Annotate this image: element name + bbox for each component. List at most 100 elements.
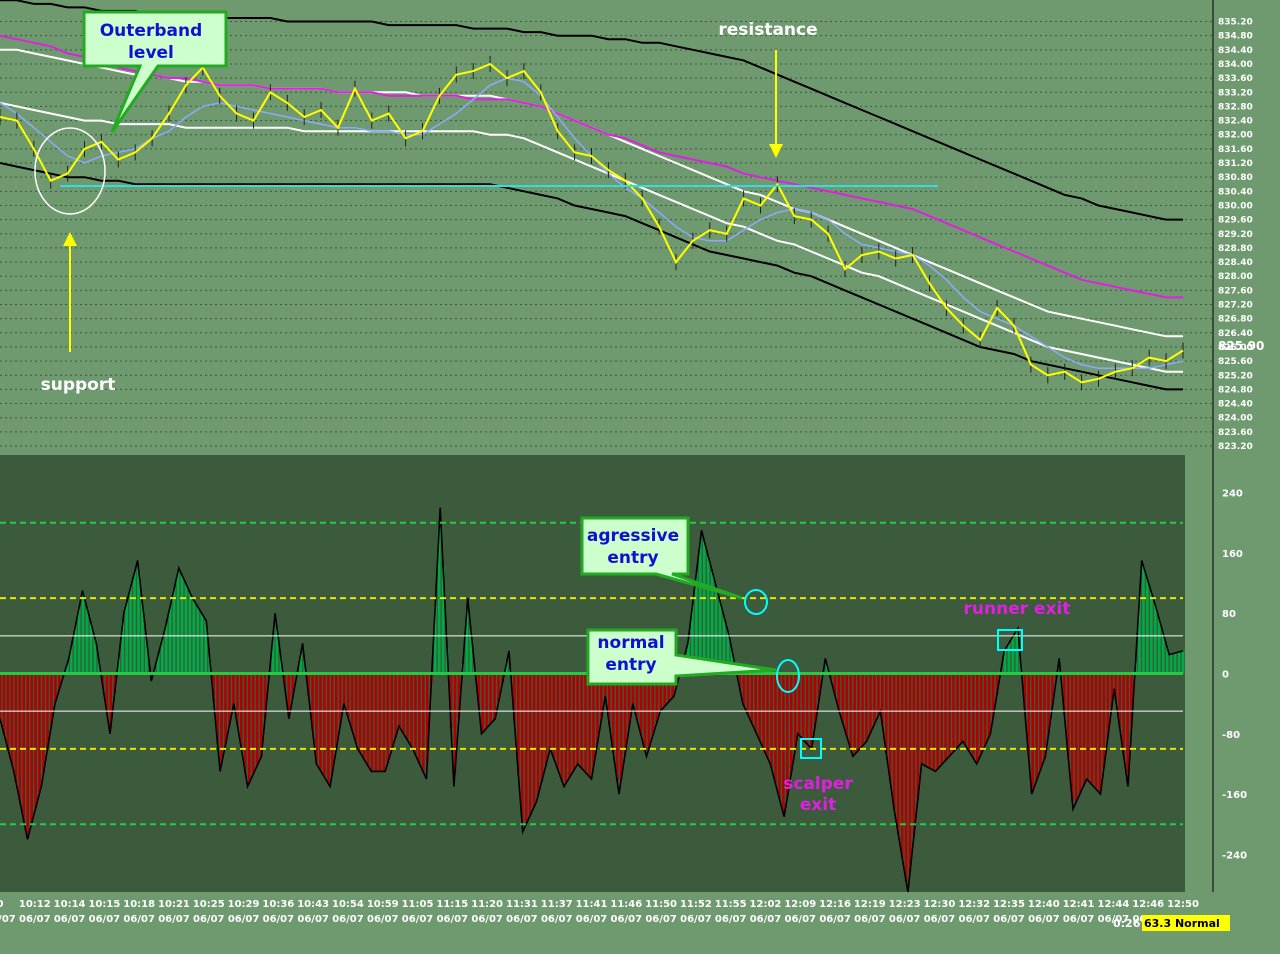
price-series [0, 0, 1184, 391]
time-tick-label: 11:50 [645, 899, 677, 910]
date-tick-label: 06/07 [889, 914, 921, 925]
date-tick-label: 06/07 [785, 914, 817, 925]
time-tick-label: 11:05 [402, 899, 434, 910]
time-tick-label: 11:41 [576, 899, 608, 910]
status-badge [1142, 915, 1230, 931]
date-tick-label: 06/07 [506, 914, 538, 925]
agressive-entry-marker [744, 589, 768, 615]
date-tick-label: 06/07 [645, 914, 677, 925]
price-tick-label: 826.80 [1218, 315, 1253, 325]
price-tick-label: 823.20 [1218, 442, 1253, 452]
time-tick-label: 10:15 [88, 899, 120, 910]
price-tick-label: 826.40 [1218, 329, 1253, 339]
outerband-callout-box [82, 10, 228, 133]
time-tick-label: 10:43 [297, 899, 329, 910]
price-tick-label: 824.80 [1218, 385, 1253, 395]
date-tick-label: 06/07 [819, 914, 851, 925]
time-tick-label: 11:15 [436, 899, 468, 910]
outerband-callout: Outerband level [82, 10, 228, 133]
oscillator-tick-label: 0 [1222, 670, 1229, 681]
price-tick-label: 827.20 [1218, 301, 1253, 311]
price-series-line-2 [0, 34, 1183, 299]
date-tick-label: 06/07 [54, 914, 86, 925]
date-tick-label: 06/07 [854, 914, 886, 925]
price-tick-label: 834.80 [1218, 32, 1253, 42]
date-tick-label: 06/07 [958, 914, 990, 925]
date-tick-label: 06/07 [1028, 914, 1060, 925]
agressive-text-2: entry [607, 548, 658, 568]
oscillator-histogram [0, 507, 1185, 893]
resistance-label: resistance [718, 20, 817, 40]
price-tick-label: 833.20 [1218, 88, 1253, 98]
oscillator-tick-label: 80 [1222, 609, 1236, 620]
price-tick-label: 827.60 [1218, 286, 1253, 296]
normal-text-2: entry [605, 655, 656, 675]
date-tick-label: 06/07 [158, 914, 190, 925]
agressive-callout-box [580, 516, 743, 600]
date-tick-label: 06/07 [680, 914, 712, 925]
time-tick-label: 11:31 [506, 899, 538, 910]
date-tick-label: 06/07 [332, 914, 364, 925]
time-tick-label: 10:14 [54, 899, 86, 910]
time-tick-label: 11:52 [680, 899, 712, 910]
agressive-text-1: agressive [587, 526, 679, 546]
price-tick-label: 832.80 [1218, 102, 1253, 112]
oscillator-tick-label: 240 [1222, 489, 1243, 500]
date-tick-label: 06/07 [402, 914, 434, 925]
time-tick-label: 12:02 [750, 899, 782, 910]
date-tick-label: 06/07 [993, 914, 1025, 925]
oscillator-tick-label: -160 [1222, 790, 1247, 801]
status-value: 63.3 Normal [1144, 917, 1220, 930]
price-axis-ticks: 835.20 834.80 834.40 834.00 833.60 833.20 832.… [1218, 18, 1253, 452]
time-tick-label: 10:54 [332, 899, 364, 910]
date-tick-label: 06/07 [89, 914, 121, 925]
runner-exit-marker [997, 629, 1023, 651]
date-tick-label: 06/07 [123, 914, 155, 925]
price-tick-label: 826.00 [1218, 343, 1253, 353]
time-tick-label: 12:44 [1097, 899, 1129, 910]
support-arrow-head [63, 232, 77, 246]
price-tick-label: 828.00 [1218, 272, 1253, 282]
price-tick-label: 824.00 [1218, 414, 1253, 424]
price-tick-label: 832.40 [1218, 117, 1253, 127]
price-tick-label: 834.00 [1218, 60, 1253, 70]
oscillator-tick-label: 160 [1222, 549, 1243, 560]
price-tick-label: 828.80 [1218, 244, 1253, 254]
price-tick-label: 830.80 [1218, 173, 1253, 183]
price-tick-label: 831.60 [1218, 145, 1253, 155]
date-tick-label: 06/07 [0, 914, 16, 925]
date-tick-label: 06/07 [715, 914, 747, 925]
time-tick-label: 12:32 [958, 899, 990, 910]
time-tick-label: 0 [0, 899, 4, 910]
price-tick-label: 835.20 [1218, 18, 1253, 28]
support-label: support [41, 375, 116, 395]
oscillator-axis-ticks: 240 160 80 0 -80 -160 -240 [1222, 489, 1247, 862]
date-tick-label: 06/07 [541, 914, 573, 925]
oscillator-tick-label: -240 [1222, 850, 1247, 861]
time-tick-label: 12:19 [854, 899, 886, 910]
normal-entry-marker [776, 659, 800, 693]
oscillator-line [0, 507, 1184, 893]
time-tick-label: 11:20 [471, 899, 503, 910]
time-tick-label: 11:55 [715, 899, 747, 910]
oscillator-tick-label: -80 [1222, 730, 1240, 741]
time-tick-label: 10:18 [123, 899, 155, 910]
outerband-text-1: Outerband [100, 21, 203, 41]
time-tick-label: 12:35 [993, 899, 1025, 910]
date-tick-label: 06/07 [1098, 914, 1130, 925]
time-tick-label: 10:36 [262, 899, 294, 910]
price-tick-label: 824.40 [1218, 400, 1253, 410]
runner-exit-label: runner exit [964, 599, 1071, 619]
support-circle [34, 127, 106, 215]
date-tick-label: 06/07 [471, 914, 503, 925]
time-tick-label: 12:23 [889, 899, 921, 910]
date-tick-label: 06/07 [924, 914, 956, 925]
time-tick-label: 11:46 [610, 899, 642, 910]
price-series-line-6 [0, 162, 1183, 391]
date-tick-label: 06/07 [263, 914, 295, 925]
date-tick-label: 06/07 [750, 914, 782, 925]
price-tick-label: 825.20 [1218, 371, 1253, 381]
price-series-line-0 [0, 62, 1184, 384]
time-tick-label: 10:21 [158, 899, 190, 910]
